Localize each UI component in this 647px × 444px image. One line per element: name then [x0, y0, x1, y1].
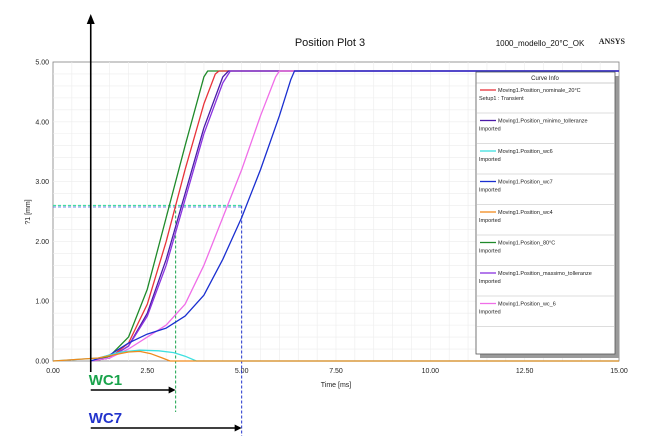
legend-box: Curve Info Moving1.Position_nominale_20°…: [475, 71, 619, 358]
wc-marker-arrowhead: [168, 386, 176, 394]
y-tick-label: 3.00: [35, 179, 49, 186]
legend-entries: Moving1.Position_nominale_20°C Setup1 : T…: [476, 88, 615, 327]
y-tick-label: 4.00: [35, 119, 49, 126]
y-tick-label: 0.00: [35, 359, 49, 366]
x-tick-label: 2.50: [141, 368, 155, 375]
vertical-arrow-head: [86, 14, 95, 24]
legend-entry-name: Moving1.Position_wc7: [498, 180, 553, 186]
x-tick-label: 15.00: [610, 368, 628, 375]
series-line: [90, 70, 619, 362]
series-line: [52, 350, 619, 362]
series-line: [90, 70, 619, 362]
chart-title: Position Plot 3: [295, 37, 365, 49]
legend-entry-source: Imported: [479, 249, 501, 255]
series-line: [90, 70, 619, 362]
legend-entry-source: Imported: [479, 310, 501, 316]
x-tick-label: 10.00: [422, 368, 440, 375]
y-axis-label: ?1 [mm]: [25, 199, 32, 224]
ansys-brand-label: ANSYS: [599, 37, 626, 46]
legend-frame: [475, 71, 616, 355]
legend-entry-source: Imported: [479, 127, 501, 133]
legend-entry-source: Imported: [479, 279, 501, 285]
y-tick-label: 5.00: [35, 60, 49, 67]
x-tick-label: 7.50: [329, 368, 343, 375]
legend-entry-source: Imported: [479, 157, 501, 163]
wc-marker-arrowhead: [234, 424, 242, 432]
legend-entry-name: Moving1.Position_wc6: [498, 149, 553, 155]
wc-marker-label: WC1: [89, 372, 122, 389]
y-tick-label: 1.00: [35, 299, 49, 306]
y-tick-labels: 0.00 1.00 2.00 3.00 4.00 5.00: [35, 60, 49, 366]
legend-entry-name: Moving1.Position_minimo_tolleranze: [498, 119, 588, 125]
series-group: [52, 70, 619, 362]
y-tick-label: 2.00: [35, 239, 49, 246]
x-axis-label: Time [ms]: [321, 382, 352, 389]
legend-entry-source: Imported: [479, 218, 501, 224]
series-line: [90, 70, 619, 362]
wc-marker-label: WC7: [89, 410, 122, 427]
legend-entry-name: Moving1.Position_wc_6: [498, 302, 556, 308]
chart-subtitle: 1000_modello_20°C_OK: [496, 39, 585, 48]
legend-title: Curve Info: [531, 76, 559, 82]
legend-entry-name: Moving1.Position_80°C: [498, 241, 555, 247]
x-tick-label: 0.00: [46, 368, 60, 375]
legend-entry-name: Moving1.Position_massimo_tolleranze: [498, 271, 592, 277]
annotations: WC1 WC7: [86, 14, 242, 432]
reference-lines: [53, 204, 243, 436]
legend-entry-source: Imported: [479, 188, 501, 194]
legend-entry-name: Moving1.Position_wc4: [498, 210, 553, 216]
legend-entry-source: Setup1 : Transient: [479, 96, 524, 102]
legend-entry-name: Moving1.Position_nominale_20°C: [498, 88, 581, 94]
x-tick-label: 12.50: [516, 368, 534, 375]
